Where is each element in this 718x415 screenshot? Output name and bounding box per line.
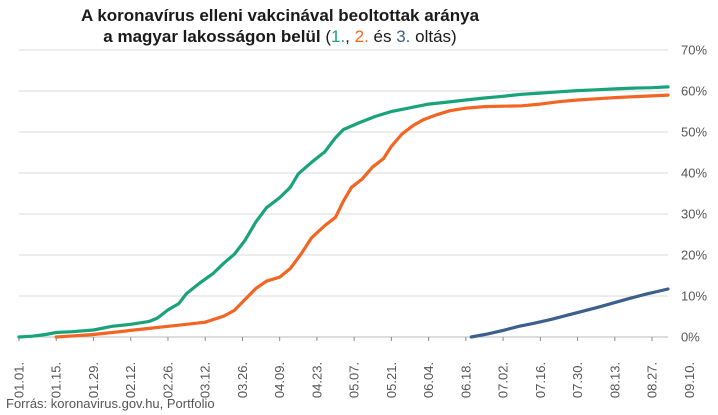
chart-title-line2: a magyar lakosságon belül (1., 2. és 3. … (0, 26, 560, 47)
x-axis-ticks (18, 337, 690, 341)
y-tick-label: 30% (681, 207, 707, 222)
y-tick-label: 50% (681, 125, 707, 140)
series-lines (17, 85, 670, 339)
title-suffix: oltás) (410, 27, 457, 46)
x-tick-label: 04.09. (272, 362, 287, 398)
y-axis-labels: 0% 10% 20% 30% 40% 50% 60% 70% (681, 43, 707, 345)
x-tick-label: 02.26. (160, 362, 175, 398)
x-tick-label: 07.16. (533, 362, 548, 398)
x-tick-label: 09.10. (682, 362, 697, 398)
y-tick-label: 40% (681, 166, 707, 181)
title-paren-open: ( (320, 27, 331, 46)
title-sep1: , (345, 27, 355, 46)
x-tick-label: 04.23. (309, 362, 324, 398)
title-dose1: 1. (330, 27, 346, 46)
x-tick-label: 02.12. (123, 362, 138, 398)
x-tick-label: 01.01. (12, 362, 27, 398)
x-tick-label: 05.21. (384, 362, 399, 398)
chart-title-line1: A koronavírus elleni vakcinával beoltott… (80, 6, 480, 25)
x-tick-label: 01.29. (86, 362, 101, 398)
x-tick-label: 08.13. (607, 362, 622, 398)
series-line-dose-3 (469, 287, 670, 339)
x-tick-label: 05.07. (347, 362, 362, 398)
chart-title: A koronavírus elleni vakcinával beoltott… (0, 5, 560, 47)
x-axis-labels: 01.01. 01.15. 01.29. 02.12. 02.26. 03.12. 03.2… (12, 362, 697, 398)
y-tick-label: 0% (681, 330, 700, 345)
x-tick-label: 03.12. (198, 362, 213, 398)
series-line-dose-2 (54, 93, 670, 339)
x-tick-label: 06.04. (421, 362, 436, 398)
title-dose2: 2. (354, 27, 369, 46)
title-line2-bold: a magyar lakosságon belül (103, 27, 321, 46)
x-tick-label: 07.30. (570, 362, 585, 398)
title-dose3: 3. (396, 27, 411, 46)
y-tick-label: 70% (681, 43, 707, 58)
y-tick-label: 60% (681, 84, 707, 99)
x-tick-label: 06.18. (458, 362, 473, 398)
x-tick-label: 01.15. (49, 362, 64, 398)
gridlines (19, 49, 668, 338)
x-tick-label: 07.02. (496, 362, 511, 398)
series-line-dose-1 (17, 85, 670, 339)
title-sep2: és (368, 27, 397, 46)
y-tick-label: 10% (681, 289, 707, 304)
x-tick-label: 03.26. (235, 362, 250, 398)
y-tick-label: 20% (681, 248, 707, 263)
x-tick-label: 08.27. (645, 362, 660, 398)
source-note: Forrás: koronavirus.gov.hu, Portfolio (6, 396, 215, 411)
